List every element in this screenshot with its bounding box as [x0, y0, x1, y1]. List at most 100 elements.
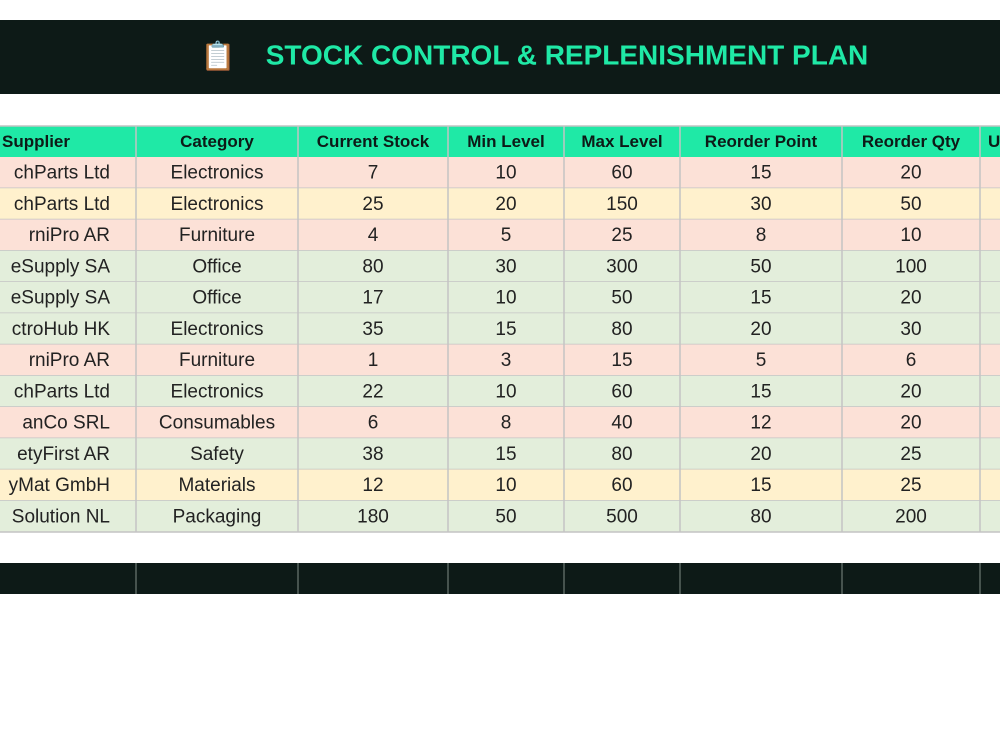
cell: 6 — [368, 413, 379, 434]
cell: 20 — [900, 413, 921, 434]
cell: 15 — [495, 319, 516, 340]
cell: rniPro AR — [29, 225, 110, 246]
cell: 10 — [495, 288, 516, 309]
header-row — [0, 126, 1000, 157]
cell: 180 — [357, 506, 389, 527]
cell: rniPro AR — [29, 350, 110, 371]
title: STOCK CONTROL & REPLENISHMENT PLAN — [266, 39, 869, 70]
cell: 60 — [611, 381, 632, 402]
cell: 5 — [756, 350, 767, 371]
cell: 15 — [495, 444, 516, 465]
cell: 35 — [362, 319, 383, 340]
cell: 25 — [900, 444, 921, 465]
cell: 5 — [501, 225, 512, 246]
column-header: Current Stock — [317, 132, 430, 151]
row — [0, 313, 1000, 345]
column-header: Reorder Point — [705, 132, 818, 151]
cell: Electronics — [171, 381, 264, 402]
cell: 80 — [750, 506, 771, 527]
row — [0, 407, 1000, 439]
row — [0, 344, 1000, 376]
title-bar — [0, 20, 1000, 94]
cell: Materials — [178, 475, 255, 496]
cell: 8 — [501, 413, 512, 434]
row — [0, 500, 1000, 532]
cell: 20 — [750, 444, 771, 465]
cell: 30 — [495, 256, 516, 277]
cell: 25 — [362, 194, 383, 215]
cell: 3 — [501, 350, 512, 371]
cell: chParts Ltd — [14, 381, 110, 402]
cell: 4 — [368, 225, 379, 246]
cell: chParts Ltd — [14, 194, 110, 215]
cell: 15 — [750, 163, 771, 184]
cell: 12 — [750, 413, 771, 434]
cell: 15 — [611, 350, 632, 371]
cell: 1 — [368, 350, 379, 371]
cell: Office — [192, 256, 241, 277]
cell: 10 — [495, 163, 516, 184]
cell: 10 — [900, 225, 921, 246]
cell: 150 — [606, 194, 638, 215]
cell: Furniture — [179, 225, 255, 246]
row — [0, 375, 1000, 407]
column-header: Reorder Qty — [862, 132, 961, 151]
cell: Solution NL — [12, 506, 110, 527]
cell: 6 — [906, 350, 917, 371]
cell: 20 — [900, 163, 921, 184]
cell: eSupply SA — [11, 288, 111, 309]
cell: 15 — [750, 475, 771, 496]
cell: 25 — [900, 475, 921, 496]
cell: 12 — [362, 475, 383, 496]
cell: eSupply SA — [11, 256, 111, 277]
cell: 200 — [895, 506, 927, 527]
row — [0, 469, 1000, 501]
cell: 20 — [750, 319, 771, 340]
row — [0, 250, 1000, 282]
cell: Safety — [190, 444, 244, 465]
cell: chParts Ltd — [14, 163, 110, 184]
cell: ctroHub HK — [12, 319, 111, 340]
cell: 20 — [900, 381, 921, 402]
column-header: Category — [180, 132, 254, 151]
cell: etyFirst AR — [17, 444, 110, 465]
cell: anCo SRL — [22, 413, 110, 434]
title-icon: 📋 — [201, 39, 236, 72]
column-header: Min Level — [467, 132, 544, 151]
cell: 8 — [756, 225, 767, 246]
cell: 60 — [611, 475, 632, 496]
cell: 10 — [495, 475, 516, 496]
cell: 25 — [611, 225, 632, 246]
column-header: Max Level — [581, 132, 662, 151]
cell: 500 — [606, 506, 638, 527]
cell: 100 — [895, 256, 927, 277]
cell: 50 — [750, 256, 771, 277]
cell: 7 — [368, 163, 379, 184]
cell: 15 — [750, 288, 771, 309]
cell: 80 — [611, 319, 632, 340]
column-header: U — [988, 132, 1000, 151]
cell: 80 — [362, 256, 383, 277]
cell: 10 — [495, 381, 516, 402]
cell: 30 — [750, 194, 771, 215]
cell: 80 — [611, 444, 632, 465]
cell: 60 — [611, 163, 632, 184]
cell: Electronics — [171, 194, 264, 215]
cell: 15 — [750, 381, 771, 402]
cell: yMat GmbH — [9, 475, 110, 496]
row — [0, 188, 1000, 220]
cell: Packaging — [173, 506, 262, 527]
cell: Furniture — [179, 350, 255, 371]
cell: 20 — [900, 288, 921, 309]
row — [0, 157, 1000, 189]
footer-bar — [0, 563, 1000, 594]
row — [0, 438, 1000, 470]
row — [0, 282, 1000, 314]
cell: Electronics — [171, 319, 264, 340]
cell: 50 — [611, 288, 632, 309]
cell: 50 — [495, 506, 516, 527]
cell: 17 — [362, 288, 383, 309]
cell: 20 — [495, 194, 516, 215]
